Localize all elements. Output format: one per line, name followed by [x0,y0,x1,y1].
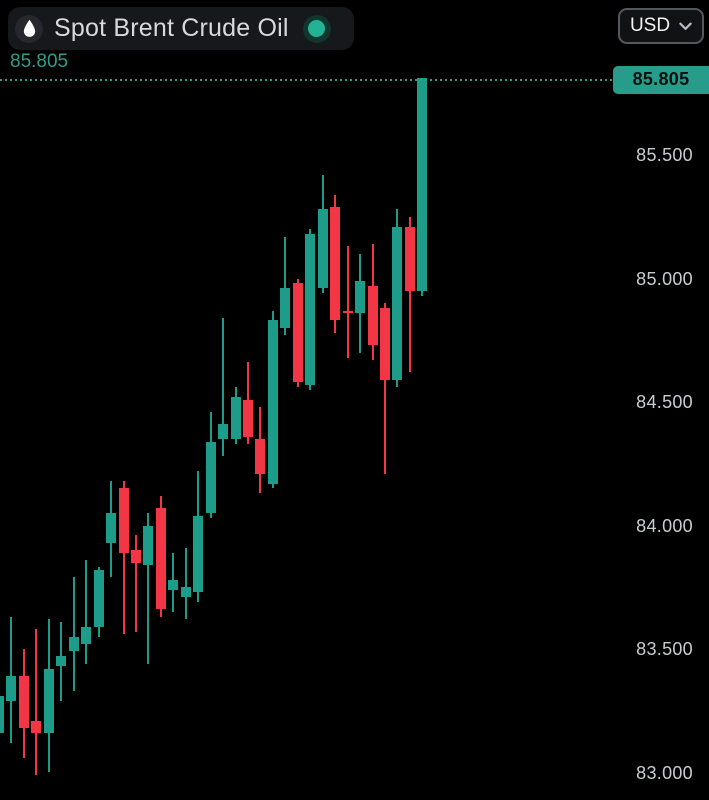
candle-wick [383,303,386,474]
candle-wick [184,547,187,620]
candle-up [106,513,117,543]
candle-wick [35,629,38,775]
candle-up [68,636,79,652]
candle-up [317,209,328,289]
candle-up [392,226,403,380]
price-axis-tick: 85.500 [636,145,693,165]
price-axis-tick: 85.000 [636,268,693,289]
candle-wick [134,535,137,632]
price-axis-tick: 84.500 [636,392,693,412]
currency-label: USD [629,15,671,36]
candle-down [31,720,42,733]
oil-drop-icon [15,14,43,43]
candle-wick [147,513,150,664]
candle-up [218,424,229,440]
last-price-badge: 85.805 [613,65,709,94]
candle-down [367,285,378,346]
candle-wick [346,246,349,358]
candle-down [292,283,303,383]
instrument-title: Spot Brent Crude Oil [54,14,289,42]
candle-up [93,569,104,627]
live-status-icon [302,14,331,43]
price-axis-tick: 83.500 [636,639,693,659]
candle-down [18,676,29,729]
candle-down [342,310,353,314]
candle-up [355,280,366,314]
candle-wick [284,236,287,336]
candle-up [81,626,92,645]
instrument-header: Spot Brent Crude Oil [8,7,354,50]
candle-up [230,397,241,440]
currency-select[interactable]: USD [618,8,704,44]
candle-wick [222,318,225,457]
candle-up [417,78,428,291]
candle-down [243,399,253,437]
candle-up [6,676,17,701]
candle-wick [85,560,88,664]
candlestick-plot[interactable] [0,0,612,800]
candle-up [143,525,154,566]
candle-up [168,579,179,590]
candle-up [0,695,4,733]
candle-up [205,441,216,514]
candle-wick [122,481,125,635]
candle-down [404,226,415,291]
candle-up [180,587,191,598]
candle-down [379,308,390,380]
live-dot [308,20,326,37]
last-price-line [0,78,612,81]
candle-wick [72,577,75,691]
candle-down [155,508,166,610]
candle-up [280,288,291,328]
candle-down [255,439,266,474]
candle-wick [408,216,411,373]
price-axis-tick: 84.000 [636,515,693,536]
price-axis[interactable]: 85.500 85.000 84.500 84.000 83.500 83.000 [611,0,709,800]
candle-down [130,550,141,563]
candle-up [193,515,204,593]
chevron-down-icon [679,22,692,31]
candle-up [305,234,316,385]
candle-up [267,320,278,484]
candle-down [118,488,129,553]
candle-up [56,656,67,667]
candle-down [330,206,341,321]
price-axis-tick: 83.000 [636,762,693,783]
candle-up [43,668,54,733]
last-price-label: 85.805 [10,51,69,72]
